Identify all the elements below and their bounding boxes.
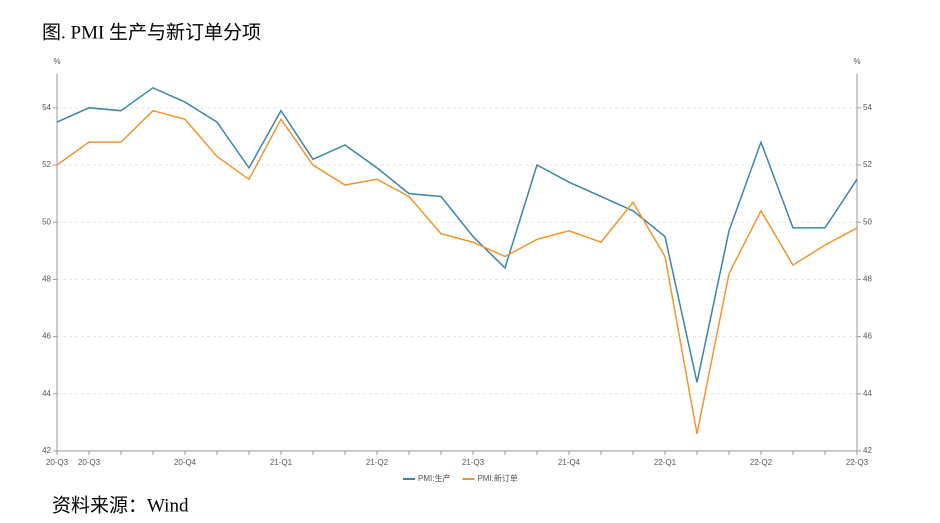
legend-label: PMI:新订单 xyxy=(477,473,517,483)
x-tick-label: 21-Q4 xyxy=(558,458,581,467)
legend-label: PMI:生产 xyxy=(418,473,450,483)
x-tick-label: 22-Q2 xyxy=(750,458,773,467)
y2-tick-label: 52 xyxy=(863,160,872,169)
x-tick-label: 21-Q1 xyxy=(270,458,293,467)
x-tick-label: 20-Q4 xyxy=(174,458,197,467)
y-tick-label: 52 xyxy=(42,160,51,169)
y-tick-label: 48 xyxy=(42,275,51,284)
x-tick-label: 21-Q2 xyxy=(366,458,389,467)
y-tick-label: 50 xyxy=(42,217,51,226)
x-tick-label: 22-Q3 xyxy=(846,458,869,467)
series-line xyxy=(56,109,858,434)
y-tick-label: 54 xyxy=(42,103,51,112)
y2-axis-unit: % xyxy=(853,57,860,66)
series-line xyxy=(56,86,858,383)
y2-tick-label: 46 xyxy=(863,332,872,341)
y-tick-label: 44 xyxy=(42,389,51,398)
source: 资料来源：Wind xyxy=(52,494,189,516)
x-tick-label: 20-Q3 xyxy=(78,458,101,467)
y2-tick-label: 44 xyxy=(863,389,872,398)
x-tick-label: 21-Q3 xyxy=(462,458,485,467)
y-tick-label: 46 xyxy=(42,332,51,341)
y2-tick-label: 42 xyxy=(863,446,872,455)
y2-tick-label: 54 xyxy=(863,103,872,112)
y-tick-label: 42 xyxy=(42,446,51,455)
y-axis-unit: % xyxy=(53,57,60,66)
chart-title: 图. PMI 生产与新订单分项 xyxy=(42,21,261,43)
x-tick-label: 22-Q1 xyxy=(654,458,677,467)
y2-tick-label: 50 xyxy=(863,217,872,226)
x-tick-label: 20-Q3 xyxy=(46,458,69,467)
y2-tick-label: 48 xyxy=(863,275,872,284)
